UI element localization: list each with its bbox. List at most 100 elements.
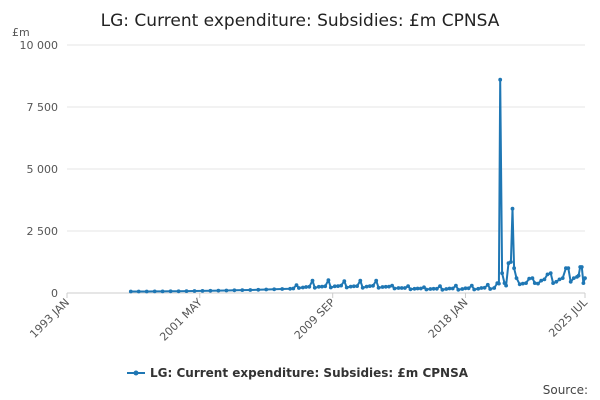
data-point[interactable] <box>301 285 305 290</box>
data-point[interactable] <box>498 77 503 82</box>
data-point[interactable] <box>310 278 315 283</box>
data-point[interactable] <box>576 273 581 278</box>
data-point[interactable] <box>431 286 436 291</box>
data-point[interactable] <box>291 286 296 291</box>
data-point[interactable] <box>304 285 308 289</box>
data-point[interactable] <box>392 286 397 291</box>
data-point[interactable] <box>396 286 401 290</box>
data-point[interactable] <box>383 284 388 289</box>
data-point[interactable] <box>479 286 484 290</box>
data-point[interactable] <box>560 276 565 280</box>
data-point[interactable] <box>332 284 337 289</box>
data-point[interactable] <box>447 286 452 291</box>
data-point[interactable] <box>571 276 576 280</box>
data-point[interactable] <box>583 276 587 280</box>
data-point[interactable] <box>434 286 439 291</box>
data-point[interactable] <box>192 289 197 293</box>
data-point[interactable] <box>294 283 299 287</box>
data-point[interactable] <box>344 285 349 290</box>
data-point[interactable] <box>168 289 173 294</box>
data-point[interactable] <box>542 277 547 282</box>
data-point[interactable] <box>336 284 340 288</box>
data-point[interactable] <box>297 286 301 290</box>
data-point[interactable] <box>216 288 221 293</box>
data-point[interactable] <box>530 276 535 280</box>
data-point[interactable] <box>512 266 516 271</box>
data-point[interactable] <box>497 281 501 286</box>
data-point[interactable] <box>509 260 513 264</box>
data-point[interactable] <box>128 289 133 294</box>
data-point[interactable] <box>323 284 328 289</box>
legend[interactable]: LG: Current expenditure: Subsidies: £m C… <box>127 366 469 380</box>
data-point[interactable] <box>532 281 537 285</box>
data-point[interactable] <box>527 276 532 281</box>
data-point[interactable] <box>440 287 445 292</box>
data-point[interactable] <box>342 279 347 283</box>
data-point[interactable] <box>200 289 205 293</box>
data-point[interactable] <box>224 288 229 293</box>
data-point[interactable] <box>488 287 493 291</box>
data-point[interactable] <box>208 288 213 293</box>
data-point[interactable] <box>272 287 277 292</box>
data-point[interactable] <box>152 289 157 294</box>
data-point[interactable] <box>566 266 571 271</box>
data-point[interactable] <box>403 286 407 290</box>
data-point[interactable] <box>184 289 189 293</box>
data-point[interactable] <box>536 281 540 286</box>
data-point[interactable] <box>248 288 253 292</box>
data-point[interactable] <box>548 271 553 276</box>
data-point[interactable] <box>328 285 333 290</box>
data-point[interactable] <box>554 279 559 284</box>
data-point[interactable] <box>444 287 449 291</box>
data-point[interactable] <box>557 277 562 282</box>
data-point[interactable] <box>492 286 497 290</box>
data-point[interactable] <box>339 283 343 288</box>
data-point[interactable] <box>240 288 245 292</box>
data-point[interactable] <box>524 281 528 285</box>
data-point[interactable] <box>551 281 555 285</box>
data-point[interactable] <box>581 281 586 285</box>
data-point[interactable] <box>160 289 165 294</box>
data-point[interactable] <box>476 286 481 291</box>
data-point[interactable] <box>469 283 474 288</box>
data-point[interactable] <box>371 283 375 288</box>
data-point[interactable] <box>428 287 433 291</box>
data-point[interactable] <box>406 284 410 288</box>
data-point[interactable] <box>358 278 363 283</box>
data-point[interactable] <box>380 285 385 289</box>
data-point[interactable] <box>422 285 426 290</box>
data-point[interactable] <box>232 288 237 293</box>
data-point[interactable] <box>326 278 331 282</box>
data-point[interactable] <box>450 286 455 291</box>
data-point[interactable] <box>568 279 573 284</box>
data-point[interactable] <box>374 278 379 283</box>
data-point[interactable] <box>312 285 317 290</box>
data-point[interactable] <box>256 287 261 292</box>
data-point[interactable] <box>500 271 504 276</box>
data-point[interactable] <box>176 289 181 294</box>
data-point[interactable] <box>424 287 429 292</box>
data-point[interactable] <box>364 284 369 289</box>
data-point[interactable] <box>399 286 404 290</box>
data-point[interactable] <box>485 282 490 287</box>
data-point[interactable] <box>545 272 550 277</box>
data-point[interactable] <box>482 285 487 290</box>
data-point[interactable] <box>456 287 461 292</box>
data-point[interactable] <box>454 283 458 288</box>
data-point[interactable] <box>288 286 292 291</box>
data-point[interactable] <box>316 284 321 289</box>
data-point[interactable] <box>460 287 465 291</box>
data-point[interactable] <box>408 287 413 292</box>
data-point[interactable] <box>504 283 508 288</box>
data-point[interactable] <box>472 287 477 292</box>
data-point[interactable] <box>360 285 365 290</box>
data-point[interactable] <box>463 286 468 291</box>
data-point[interactable] <box>438 284 442 288</box>
data-point[interactable] <box>280 287 285 291</box>
data-point[interactable] <box>136 289 141 294</box>
data-point[interactable] <box>387 284 391 289</box>
data-point[interactable] <box>412 286 417 291</box>
data-point[interactable] <box>376 285 381 290</box>
data-point[interactable] <box>320 284 324 289</box>
data-point[interactable] <box>517 282 522 287</box>
